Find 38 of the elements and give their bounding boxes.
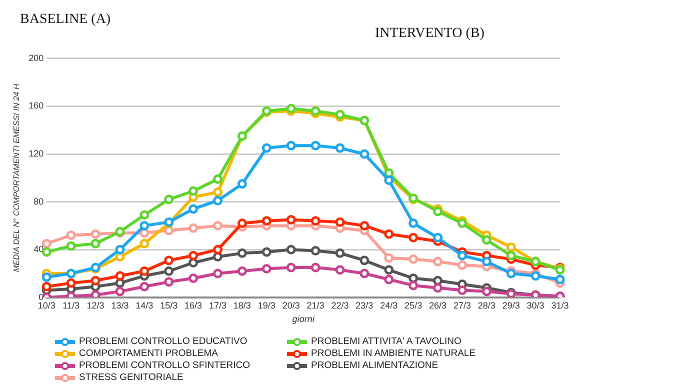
x-tick-label: 23/3 (356, 300, 374, 310)
y-axis-title: MEDIA DEL N° COMPORTAMENTI EMESSI IN 24 H (12, 84, 22, 272)
x-tick-label: 20/3 (282, 300, 300, 310)
legend-label: STRESS GENITORIALE (79, 372, 184, 383)
x-tick-label: 29/3 (502, 300, 520, 310)
text: BASELINE (A) (20, 12, 111, 28)
x-tick-label: 17/3 (208, 300, 227, 310)
x-tick-label: 19/3 (258, 300, 276, 310)
x-tick-label: 12/3 (86, 300, 104, 310)
legend-label: PROBLEMI IN AMBIENTE NATURALE (311, 348, 476, 359)
x-axis-title: giorni (292, 314, 316, 324)
y-tick-label: 200 (28, 52, 44, 63)
x-tick-label: 26/3 (429, 300, 447, 310)
x-tick-label: 25/3 (404, 300, 422, 310)
y-tick-label: 40 (34, 244, 44, 254)
x-tick-label: 14/3 (136, 300, 154, 310)
x-tick-label: 15/3 (160, 300, 178, 310)
x-tick-label: 13/3 (111, 300, 129, 310)
legend-label: PROBLEMI ATTIVITA' A TAVOLINO (311, 336, 462, 347)
x-tick-label: 16/3 (184, 300, 202, 310)
x-tick-label: 10/3 (38, 300, 56, 310)
legend-label: PROBLEMI ALIMENTAZIONE (311, 360, 438, 371)
x-tick-label: 28/3 (478, 300, 496, 310)
x-tick-label: 24/3 (380, 300, 398, 310)
y-tick-label: 80 (34, 196, 44, 206)
x-tick-label: 21/3 (306, 300, 324, 310)
text: INTERVENTO (B) (375, 26, 484, 42)
x-tick-label: 30/3 (526, 300, 544, 310)
x-tick-label: 31/3 (551, 300, 569, 310)
legend-label: COMPORTAMENTI PROBLEMA (79, 348, 218, 359)
y-tick-label: 120 (28, 148, 44, 158)
y-tick-label: 160 (28, 100, 44, 111)
x-tick-label: 27/3 (453, 300, 471, 310)
legend-label: PROBLEMI CONTROLLO EDUCATIVO (79, 336, 248, 347)
x-tick-label: 22/3 (331, 300, 349, 310)
x-tick-label: 18/3 (233, 300, 251, 310)
x-tick-label: 11/3 (62, 300, 80, 310)
legend-label: PROBLEMI CONTROLLO SFINTERICO (79, 360, 250, 371)
